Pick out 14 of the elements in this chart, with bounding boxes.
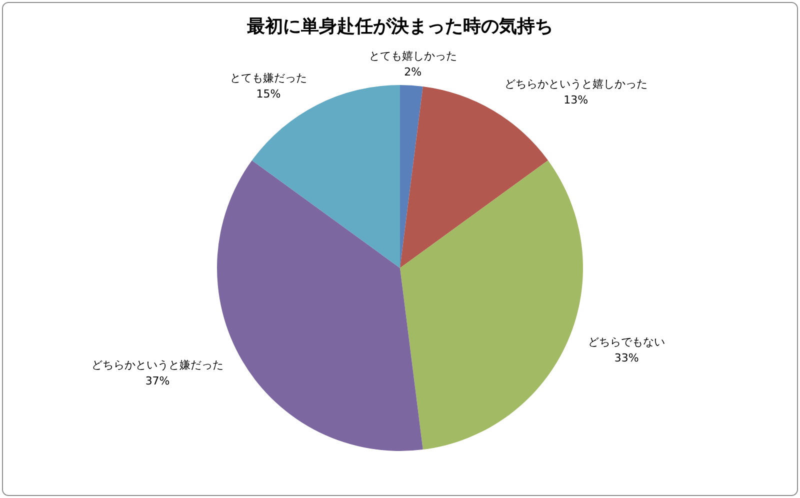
data-label: 37% [145, 374, 170, 388]
data-label: 33% [614, 351, 639, 364]
chart-title: 最初に単身赴任が決まった時の気持ち [246, 16, 553, 37]
slice-label: とても嫌だった [230, 71, 307, 84]
slice-label: どちらかというと嬉しかった [504, 78, 648, 91]
slice-label: とても嬉しかった [368, 49, 457, 62]
data-label: 13% [564, 94, 588, 107]
slice-label: どちらかというと嫌だった [92, 358, 224, 372]
data-label: 2% [404, 65, 422, 78]
data-label: 15% [256, 87, 281, 100]
pie-slice [252, 85, 400, 268]
pie-slice [400, 160, 583, 450]
slice-label: どちらでもない [588, 335, 666, 348]
pie-slice [400, 85, 423, 268]
